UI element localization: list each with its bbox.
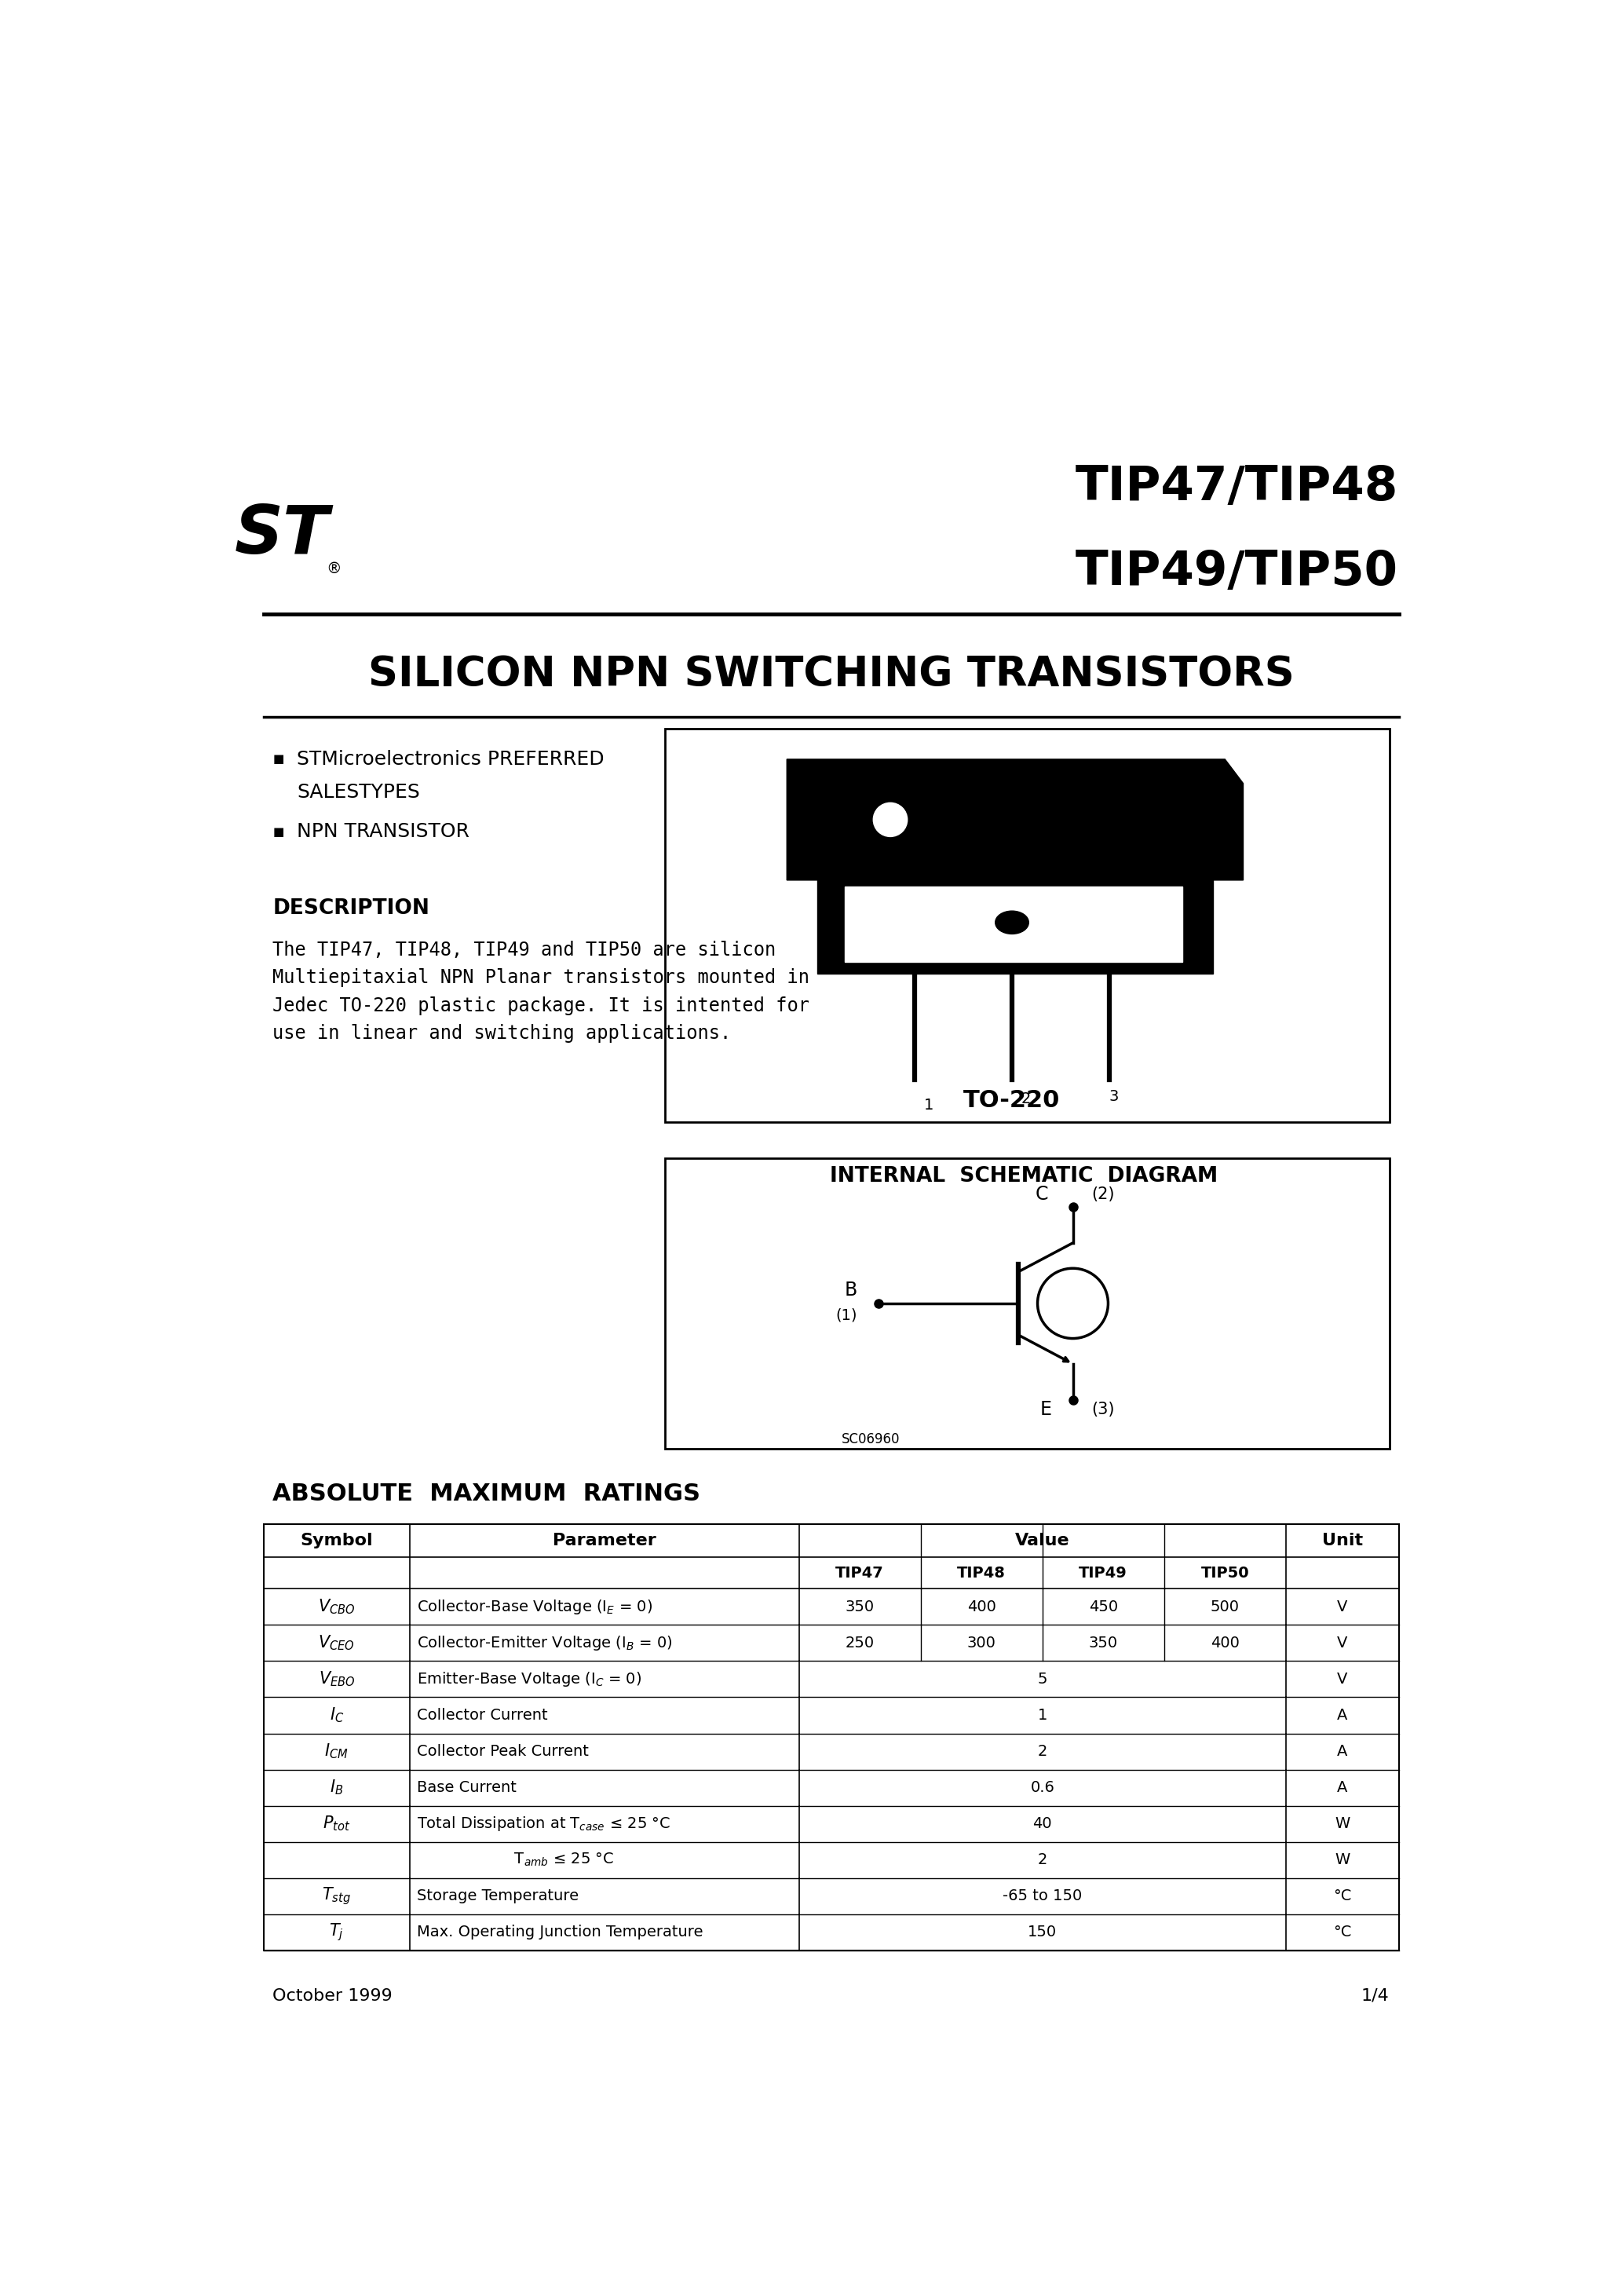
Text: SALESTYPES: SALESTYPES — [297, 783, 420, 801]
Text: 400: 400 — [967, 1600, 996, 1614]
Text: ■: ■ — [272, 827, 284, 838]
Text: ■: ■ — [272, 753, 284, 765]
Text: A: A — [1337, 1708, 1348, 1722]
Bar — [264, 1525, 1398, 1949]
Text: $V_{CBO}$: $V_{CBO}$ — [318, 1598, 355, 1616]
Text: ABSOLUTE  MAXIMUM  RATINGS: ABSOLUTE MAXIMUM RATINGS — [272, 1483, 701, 1506]
Bar — [665, 730, 1388, 1123]
Ellipse shape — [996, 912, 1028, 934]
Text: $T_{stg}$: $T_{stg}$ — [323, 1885, 350, 1906]
Text: INTERNAL  SCHEMATIC  DIAGRAM: INTERNAL SCHEMATIC DIAGRAM — [830, 1166, 1218, 1187]
Text: 40: 40 — [1033, 1816, 1053, 1832]
Text: 3: 3 — [1109, 1088, 1119, 1104]
Polygon shape — [845, 886, 1182, 962]
Text: TO-220: TO-220 — [963, 1088, 1061, 1111]
Text: TIP47: TIP47 — [835, 1566, 884, 1580]
Text: October 1999: October 1999 — [272, 1988, 393, 2004]
Text: DESCRIPTION: DESCRIPTION — [272, 898, 430, 918]
Text: 400: 400 — [1210, 1635, 1239, 1651]
Text: Collector Peak Current: Collector Peak Current — [417, 1745, 589, 1759]
Text: Symbol: Symbol — [300, 1534, 373, 1548]
Text: $I_{B}$: $I_{B}$ — [329, 1779, 344, 1798]
Text: $V_{CEO}$: $V_{CEO}$ — [318, 1635, 355, 1653]
Text: Collector-Emitter Voltage (I$_B$ = 0): Collector-Emitter Voltage (I$_B$ = 0) — [417, 1635, 673, 1653]
Text: (3): (3) — [1092, 1401, 1114, 1417]
Text: (2): (2) — [1092, 1187, 1114, 1203]
Bar — [665, 1157, 1388, 1449]
Text: V: V — [1337, 1635, 1348, 1651]
Text: 500: 500 — [1210, 1600, 1239, 1614]
Text: Value: Value — [1015, 1534, 1071, 1548]
Text: $P_{tot}$: $P_{tot}$ — [323, 1814, 350, 1832]
Text: Unit: Unit — [1322, 1534, 1362, 1548]
Text: 2: 2 — [1038, 1745, 1048, 1759]
Text: NPN TRANSISTOR: NPN TRANSISTOR — [297, 822, 470, 840]
Text: 350: 350 — [845, 1600, 874, 1614]
Text: °C: °C — [1333, 1890, 1351, 1903]
Text: 2: 2 — [1022, 1093, 1032, 1107]
Text: 1: 1 — [925, 1097, 934, 1114]
Text: V: V — [1337, 1600, 1348, 1614]
Text: Parameter: Parameter — [553, 1534, 655, 1548]
Text: $T_{j}$: $T_{j}$ — [329, 1922, 344, 1942]
Text: Emitter-Base Voltage (I$_C$ = 0): Emitter-Base Voltage (I$_C$ = 0) — [417, 1669, 642, 1688]
Text: T$_{amb}$ ≤ 25 °C: T$_{amb}$ ≤ 25 °C — [417, 1851, 615, 1869]
Text: Collector-Base Voltage (I$_E$ = 0): Collector-Base Voltage (I$_E$ = 0) — [417, 1598, 652, 1616]
Text: B: B — [843, 1281, 856, 1300]
Text: 300: 300 — [967, 1635, 996, 1651]
Text: °C: °C — [1333, 1924, 1351, 1940]
Text: 450: 450 — [1088, 1600, 1118, 1614]
Text: SILICON NPN SWITCHING TRANSISTORS: SILICON NPN SWITCHING TRANSISTORS — [368, 654, 1294, 696]
Text: SC06960: SC06960 — [842, 1433, 900, 1446]
Text: Storage Temperature: Storage Temperature — [417, 1890, 579, 1903]
Text: Max. Operating Junction Temperature: Max. Operating Junction Temperature — [417, 1924, 702, 1940]
Text: Base Current: Base Current — [417, 1779, 516, 1795]
Circle shape — [873, 804, 907, 836]
Polygon shape — [817, 875, 1213, 974]
Text: 150: 150 — [1028, 1924, 1058, 1940]
Text: TIP47/TIP48: TIP47/TIP48 — [1075, 464, 1398, 510]
Text: TIP49/TIP50: TIP49/TIP50 — [1075, 549, 1398, 595]
Text: The TIP47, TIP48, TIP49 and TIP50 are silicon
Multiepitaxial NPN Planar transist: The TIP47, TIP48, TIP49 and TIP50 are si… — [272, 941, 809, 1042]
Text: C: C — [1035, 1185, 1048, 1203]
Text: TIP49: TIP49 — [1079, 1566, 1127, 1580]
Text: 2: 2 — [1038, 1853, 1048, 1867]
Text: A: A — [1337, 1745, 1348, 1759]
Text: E: E — [1040, 1401, 1051, 1419]
Text: TIP48: TIP48 — [957, 1566, 1006, 1580]
Text: 5: 5 — [1038, 1671, 1048, 1688]
Text: 250: 250 — [845, 1635, 874, 1651]
Text: ST: ST — [235, 503, 329, 567]
Text: Total Dissipation at T$_{case}$ ≤ 25 °C: Total Dissipation at T$_{case}$ ≤ 25 °C — [417, 1814, 670, 1832]
Text: (1): (1) — [835, 1309, 856, 1322]
Text: W: W — [1335, 1816, 1350, 1832]
Text: 350: 350 — [1088, 1635, 1118, 1651]
Text: V: V — [1337, 1671, 1348, 1688]
Text: $I_{C}$: $I_{C}$ — [329, 1706, 344, 1724]
Text: -65 to 150: -65 to 150 — [1002, 1890, 1082, 1903]
Text: 1: 1 — [1038, 1708, 1048, 1722]
Polygon shape — [787, 760, 1242, 879]
Text: TIP50: TIP50 — [1200, 1566, 1249, 1580]
Text: ®: ® — [326, 560, 341, 576]
Text: Collector Current: Collector Current — [417, 1708, 548, 1722]
Text: STMicroelectronics PREFERRED: STMicroelectronics PREFERRED — [297, 751, 605, 769]
Text: W: W — [1335, 1853, 1350, 1867]
Text: $V_{EBO}$: $V_{EBO}$ — [318, 1669, 355, 1688]
Text: 1/4: 1/4 — [1361, 1988, 1388, 2004]
Text: $I_{CM}$: $I_{CM}$ — [324, 1743, 349, 1761]
Text: 0.6: 0.6 — [1030, 1779, 1054, 1795]
Text: A: A — [1337, 1779, 1348, 1795]
